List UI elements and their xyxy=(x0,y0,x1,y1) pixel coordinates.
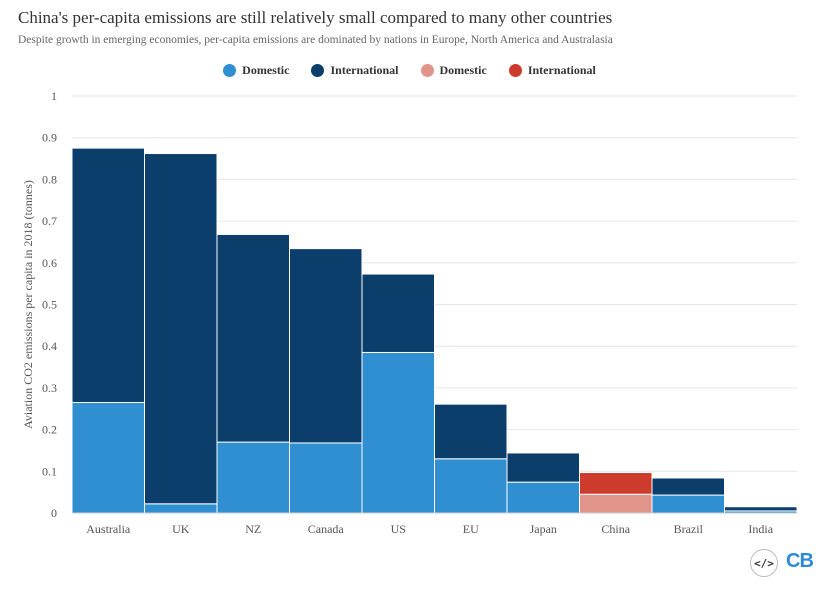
y-tick-label: 0.2 xyxy=(42,423,57,437)
bar-international-eu xyxy=(434,403,508,460)
x-tick-label: China xyxy=(601,522,630,536)
bar-international-nz xyxy=(216,233,290,443)
legend-item-domestic[interactable]: Domestic xyxy=(223,63,289,78)
bar-domestic-uk xyxy=(144,503,218,514)
y-tick-label: 0.5 xyxy=(42,298,57,312)
y-tick-label: 0.1 xyxy=(42,464,57,478)
x-tick-label: Japan xyxy=(530,522,557,536)
x-tick-label: UK xyxy=(172,522,190,536)
legend-item-international[interactable]: International xyxy=(311,63,399,78)
bar-international-india xyxy=(724,506,798,512)
y-axis-title: Aviation CO2 emissions per capita in 201… xyxy=(21,180,35,429)
bar-domestic-eu xyxy=(434,458,508,514)
legend-label: International xyxy=(330,63,399,77)
x-tick-label: Australia xyxy=(86,522,131,536)
bar-domestic-japan xyxy=(506,481,580,514)
y-tick-label: 0 xyxy=(51,506,57,520)
bar-international-australia xyxy=(71,147,145,403)
bar-international-uk xyxy=(144,153,218,505)
x-tick-label: EU xyxy=(463,522,479,536)
x-tick-label: Canada xyxy=(308,522,345,536)
bar-international-brazil xyxy=(651,477,725,496)
legend-swatch-china-international xyxy=(508,64,522,77)
x-tick-label: Brazil xyxy=(674,522,704,536)
bar-international-china xyxy=(579,472,653,495)
bar-domestic-china xyxy=(579,493,653,514)
bar-domestic-us xyxy=(361,351,435,514)
y-tick-label: 0.3 xyxy=(42,381,57,395)
bar-international-canada xyxy=(289,248,363,444)
embed-code-icon[interactable]: </> xyxy=(750,549,778,577)
legend-label: Domestic xyxy=(439,63,487,77)
bar-domestic-canada xyxy=(289,442,363,514)
legend-swatch-international xyxy=(311,64,325,77)
legend-label: International xyxy=(527,63,596,77)
bar-domestic-australia xyxy=(71,401,145,514)
legend-swatch-domestic xyxy=(223,64,237,77)
chart-subtitle: Despite growth in emerging economies, pe… xyxy=(18,34,613,46)
legend-item-china-domestic[interactable]: Domestic xyxy=(420,63,487,78)
legend-label: Domestic xyxy=(242,63,290,77)
bar-international-japan xyxy=(506,452,580,483)
x-tick-label: US xyxy=(391,522,406,536)
x-tick-label: NZ xyxy=(245,522,261,536)
bar-international-us xyxy=(361,273,435,353)
x-tick-label: India xyxy=(748,522,773,536)
y-tick-label: 0.8 xyxy=(42,172,57,186)
legend-item-china-international[interactable]: International xyxy=(508,63,596,78)
y-tick-label: 0.7 xyxy=(42,214,57,228)
chart-title: China's per-capita emissions are still r… xyxy=(18,8,613,27)
bar-domestic-brazil xyxy=(651,494,725,514)
carbon-brief-logo[interactable]: CB xyxy=(786,550,814,572)
y-tick-label: 0.4 xyxy=(42,339,57,353)
legend-swatch-china-domestic xyxy=(420,64,434,77)
legend: Domestic International Domestic Internat… xyxy=(0,63,819,78)
bar-domestic-nz xyxy=(216,441,290,514)
y-tick-label: 0.6 xyxy=(42,256,57,270)
y-tick-label: 0.9 xyxy=(42,131,57,145)
y-tick-label: 1 xyxy=(51,89,57,103)
